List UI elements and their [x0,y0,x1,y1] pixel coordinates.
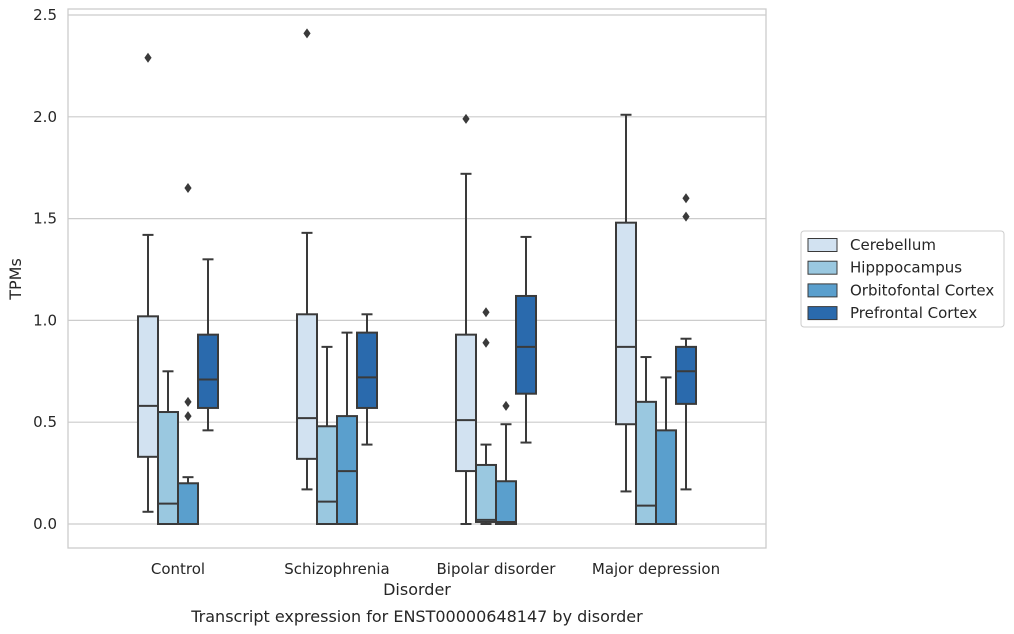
box-3-0 [197,258,219,432]
outlier-point [184,411,192,422]
box-body [675,345,697,405]
box-0-3 [615,113,637,493]
legend-swatch [807,306,838,321]
box-2-0 [177,183,199,525]
box-body [157,411,179,525]
box-2-1 [336,331,358,526]
outlier-point [682,193,690,204]
box-1-3 [635,356,657,525]
legend-label: Prefrontal Cortex [850,304,977,322]
box-body [336,415,358,526]
y-tick-label: 1.5 [33,210,57,228]
box-0-2 [455,113,477,525]
y-axis-ticks: 0.0 0.5 1.0 1.5 2.0 2.5 [33,6,57,533]
y-tick-label: 0.5 [33,413,57,431]
box-2-3 [655,376,677,525]
y-tick-label: 2.5 [33,6,57,24]
y-tick-label: 1.0 [33,311,57,329]
legend-swatch [807,283,838,298]
legend-label: Orbitofontal Cortex [850,281,994,299]
outlier-point [462,113,470,124]
x-axis-ticks: Control Schizophrenia Bipolar disorder Majo… [151,560,720,578]
legend-frame [800,230,1005,328]
box-body [655,429,677,525]
box-3-1 [356,313,378,446]
legend-label: Hipppocampus [850,259,962,277]
box-body [356,331,378,409]
box-2-2 [495,400,517,525]
x-tick-label: Major depression [592,560,720,578]
y-tick-label: 2.0 [33,108,57,126]
box-3-2 [515,235,537,444]
box-series [137,28,697,526]
box-body [495,480,517,525]
box-body [296,313,318,460]
box-3-3 [675,193,697,491]
legend: Cerebellum Hipppocampus Orbitofontal Corte… [800,230,1005,328]
box-body [455,333,477,473]
chart-caption: Transcript expression for ENST0000064814… [190,607,643,626]
box-1-0 [157,370,179,525]
legend-swatch [807,260,838,275]
y-tick-label: 0.0 [33,515,57,533]
box-0-1 [296,28,318,491]
outlier-point [482,307,490,318]
box-0-0 [137,52,159,513]
outlier-point [502,400,510,411]
outlier-point [303,28,311,39]
y-axis-label: TPMs [6,258,25,301]
box-body [615,221,637,426]
outlier-point [482,337,490,348]
x-axis-label: Disorder [383,580,451,599]
box-body [515,294,537,395]
x-tick-label: Bipolar disorder [437,560,557,578]
box-body [137,315,159,458]
outlier-point [184,396,192,407]
outlier-point [184,183,192,194]
plot-area-frame [67,8,767,549]
legend-label: Cerebellum [850,236,936,254]
box-body [197,333,219,409]
box-1-1 [316,345,338,525]
outlier-point [682,211,690,222]
box-1-2 [475,307,497,525]
outlier-point [144,52,152,63]
legend-swatch [807,238,838,252]
box-body [316,425,338,525]
x-tick-label: Control [151,560,205,578]
box-body [475,463,497,523]
box-body [177,482,199,525]
x-tick-label: Schizophrenia [284,560,389,578]
